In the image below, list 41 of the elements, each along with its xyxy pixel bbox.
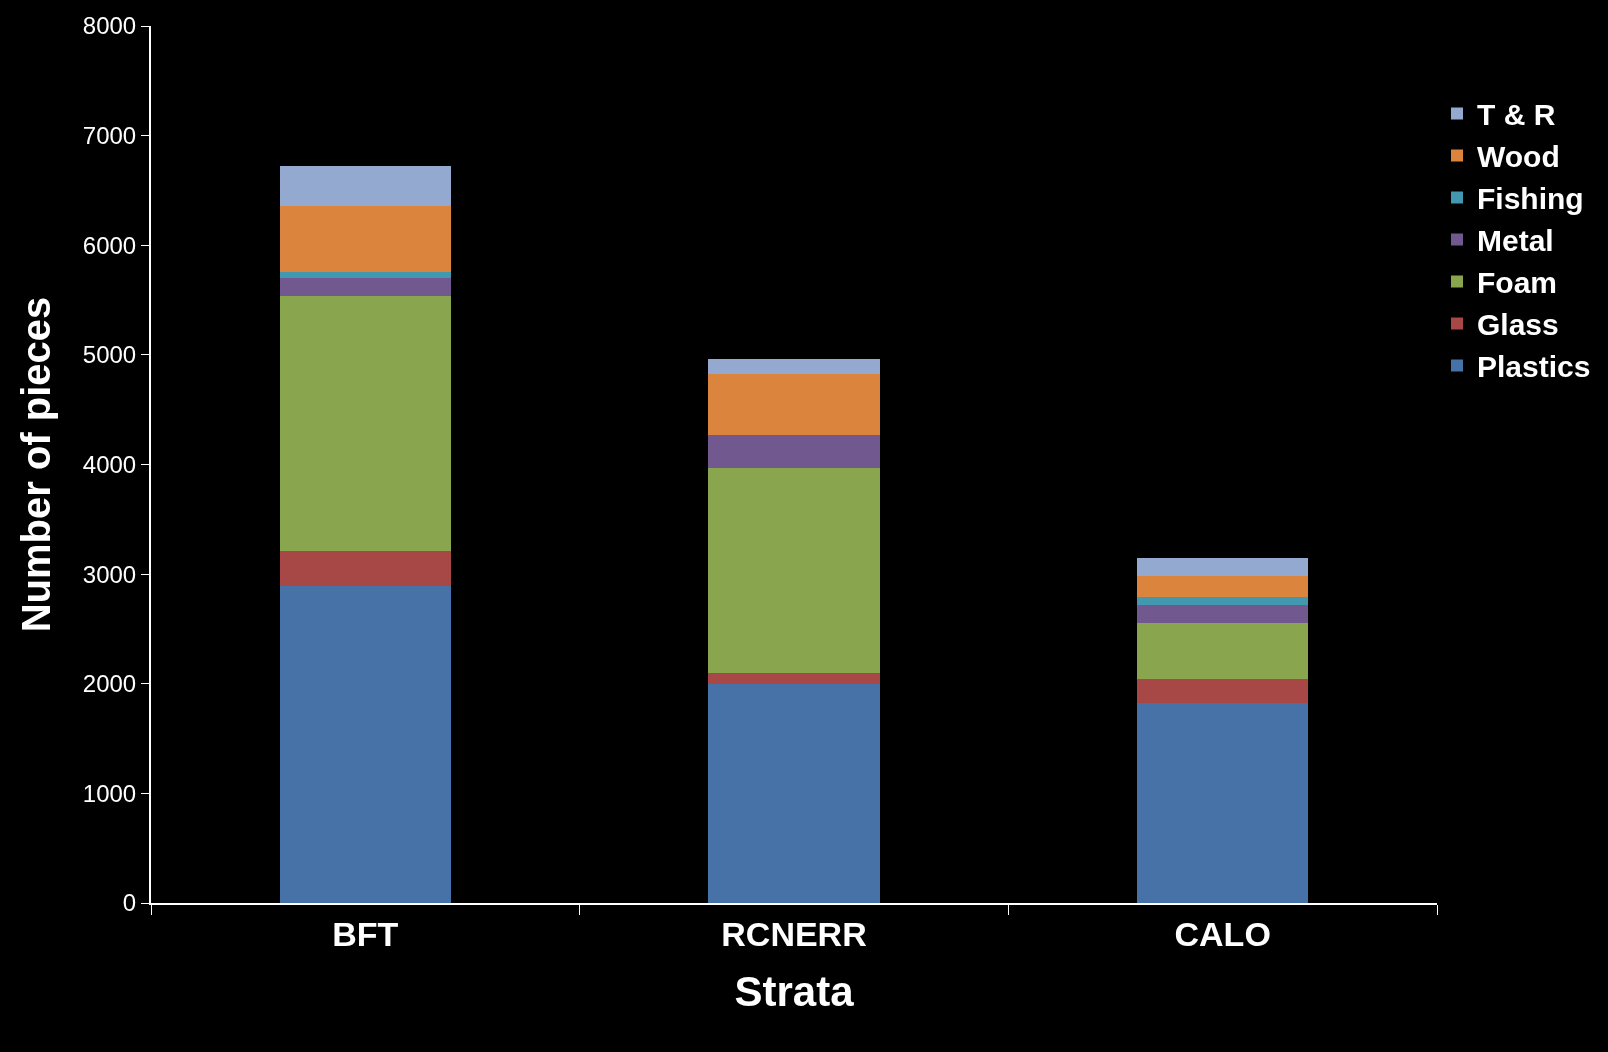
x-axis-title: Strata bbox=[734, 968, 855, 1016]
y-tick-label: 7000 bbox=[82, 122, 137, 150]
y-tick-label: 4000 bbox=[82, 450, 137, 478]
x-tick-label: BFT bbox=[332, 914, 399, 953]
bar bbox=[279, 205, 452, 272]
bar bbox=[1136, 703, 1309, 903]
bar bbox=[1136, 679, 1309, 704]
legend-label: T & R bbox=[1477, 98, 1556, 132]
legend-label: Wood bbox=[1477, 140, 1560, 174]
bar bbox=[708, 359, 880, 374]
bar bbox=[279, 586, 452, 903]
y-tick-label: 3000 bbox=[82, 560, 137, 588]
bar bbox=[279, 295, 452, 552]
bar bbox=[1136, 604, 1309, 624]
bar bbox=[279, 271, 452, 279]
x-tick-label: RCNERR bbox=[721, 914, 867, 953]
bar bbox=[708, 672, 880, 684]
bar bbox=[708, 434, 880, 468]
y-tick-label: 5000 bbox=[82, 341, 137, 369]
y-axis-title: Number of pieces bbox=[13, 296, 58, 633]
bar bbox=[279, 278, 452, 296]
y-tick-label: 6000 bbox=[82, 231, 137, 259]
bar bbox=[708, 467, 880, 673]
bar bbox=[279, 551, 452, 587]
legend-label: Foam bbox=[1477, 266, 1558, 300]
legend-label: Plastics bbox=[1477, 350, 1591, 384]
bar bbox=[1136, 597, 1309, 605]
y-tick-label: 1000 bbox=[82, 779, 137, 807]
y-tick-label: 0 bbox=[122, 889, 137, 917]
bar bbox=[1136, 576, 1309, 598]
x-tick-label: CALO bbox=[1174, 914, 1271, 953]
legend-label: Metal bbox=[1477, 224, 1554, 258]
bar bbox=[1136, 557, 1309, 577]
legend-label: Fishing bbox=[1477, 182, 1584, 216]
bar bbox=[279, 166, 452, 206]
bar bbox=[1136, 623, 1309, 680]
y-tick-label: 2000 bbox=[82, 670, 137, 698]
y-tick-label: 8000 bbox=[82, 12, 137, 40]
bar bbox=[708, 373, 880, 435]
bar bbox=[708, 683, 880, 903]
legend-label: Glass bbox=[1477, 308, 1559, 342]
